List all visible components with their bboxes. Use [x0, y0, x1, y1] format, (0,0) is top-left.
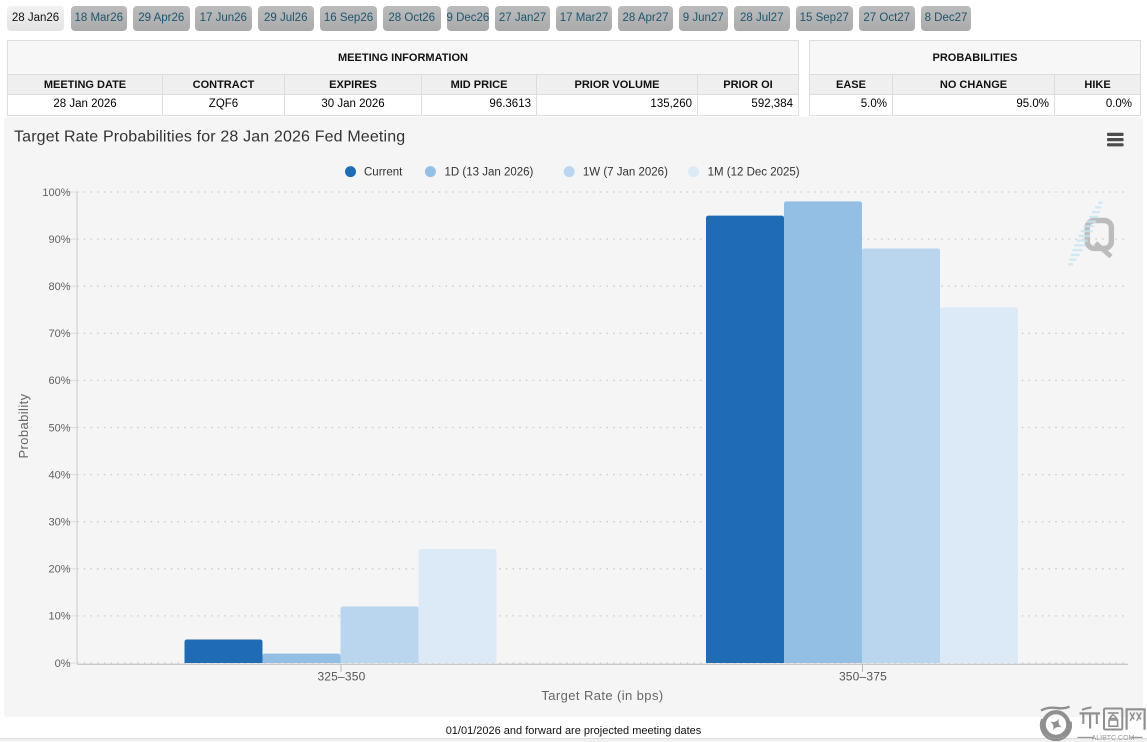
svg-text:350–375: 350–375: [839, 670, 887, 684]
svg-text:30%: 30%: [48, 517, 70, 529]
svg-text:1D (13 Jan 2026): 1D (13 Jan 2026): [445, 167, 534, 179]
svg-text:80%: 80%: [48, 281, 70, 293]
svg-text:50%: 50%: [48, 422, 70, 434]
svg-text:1W (7 Jan 2026): 1W (7 Jan 2026): [583, 167, 668, 179]
svg-text:Probability: Probability: [16, 393, 31, 458]
svg-text:10%: 10%: [48, 611, 70, 623]
svg-text:100%: 100%: [42, 187, 70, 199]
svg-text:20%: 20%: [48, 564, 70, 576]
svg-text:0%: 0%: [55, 658, 71, 670]
svg-text:1M (12 Dec 2025): 1M (12 Dec 2025): [708, 167, 800, 179]
svg-text:90%: 90%: [48, 234, 70, 246]
svg-text:325–350: 325–350: [317, 670, 365, 684]
svg-text:Target Rate Probabilities for: Target Rate Probabilities for 28 Jan 202…: [14, 129, 405, 146]
svg-text:Target Rate (in bps): Target Rate (in bps): [541, 688, 663, 703]
svg-text:40%: 40%: [48, 469, 70, 481]
svg-text:Current: Current: [364, 167, 403, 179]
svg-text:ALIBTC.COM: ALIBTC.COM: [1092, 735, 1135, 742]
svg-text:70%: 70%: [48, 328, 70, 340]
svg-text:60%: 60%: [48, 375, 70, 387]
